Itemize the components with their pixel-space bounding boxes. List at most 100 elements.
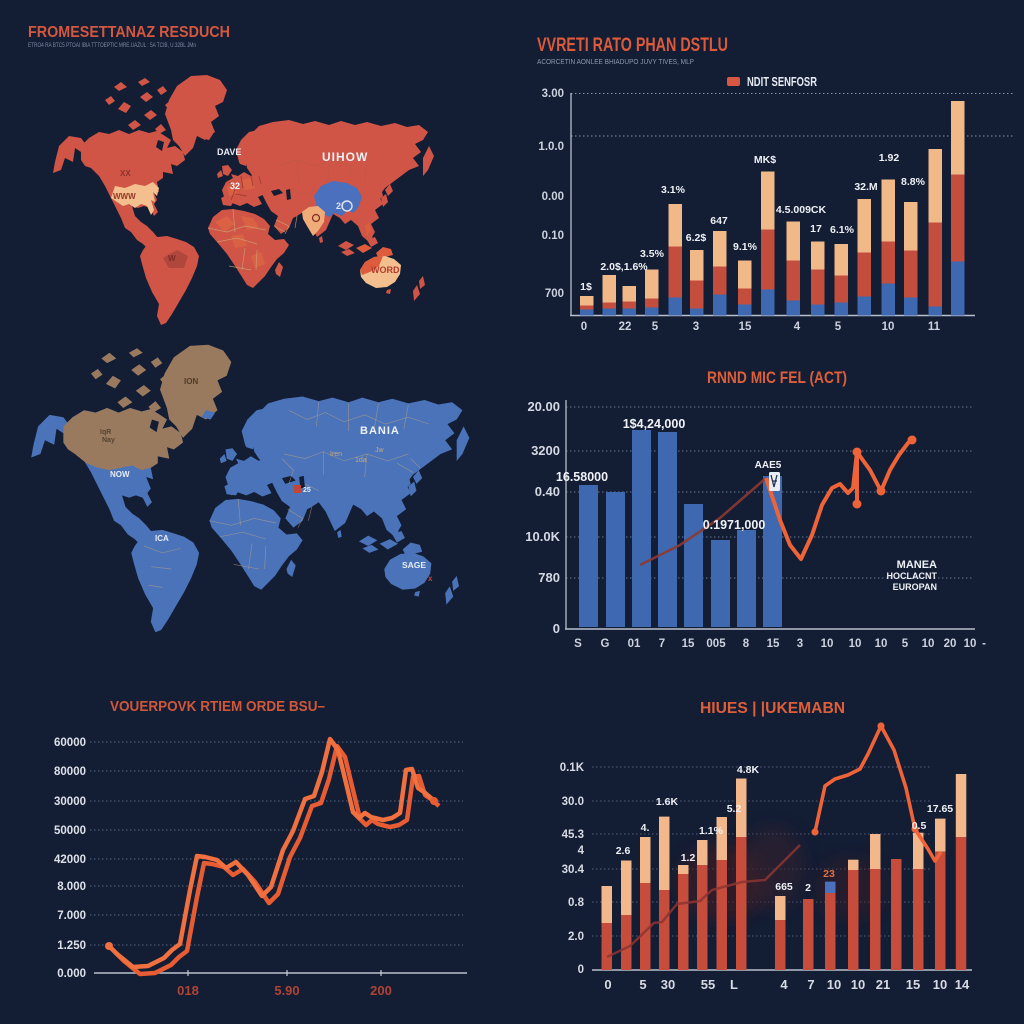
svg-text:4: 4 (578, 845, 585, 857)
svg-text:6.1%: 6.1% (830, 224, 855, 236)
svg-text:2.6: 2.6 (616, 845, 631, 857)
svg-text:10: 10 (827, 977, 841, 992)
svg-text:FROMESETTANAZ RESDUCH: FROMESETTANAZ RESDUCH (28, 24, 230, 41)
svg-text:10: 10 (882, 321, 895, 333)
svg-text:4: 4 (794, 321, 801, 333)
svg-text:ETRO4 RA BTC5 PTOAI IBIA TTTOE: ETRO4 RA BTC5 PTOAI IBIA TTTOEPTIC MRE.U… (28, 42, 196, 49)
svg-text:15: 15 (906, 977, 920, 992)
svg-text:0.1K: 0.1K (560, 762, 585, 774)
svg-text:0: 0 (553, 621, 560, 636)
svg-text:4: 4 (780, 977, 788, 992)
svg-text:5: 5 (652, 321, 659, 333)
svg-text:1.0.0: 1.0.0 (538, 141, 564, 153)
svg-text:5: 5 (835, 321, 842, 333)
svg-text:RNND MIC FEL (ACT): RNND MIC FEL (ACT) (707, 368, 847, 387)
svg-text:G: G (601, 638, 610, 650)
svg-text:WORD: WORD (371, 265, 400, 275)
svg-text:17: 17 (810, 223, 822, 235)
svg-text:30000: 30000 (54, 796, 86, 808)
svg-text:1.2: 1.2 (681, 852, 696, 864)
svg-text:15: 15 (682, 638, 695, 650)
svg-text:8.000: 8.000 (57, 881, 86, 893)
svg-text:5: 5 (902, 638, 909, 650)
svg-text:2.0: 2.0 (568, 931, 584, 943)
svg-text:10: 10 (821, 638, 834, 650)
svg-text:8.8%: 8.8% (901, 176, 926, 188)
svg-text:8: 8 (743, 638, 750, 650)
svg-text:1.92: 1.92 (879, 152, 900, 164)
svg-text:Jw: Jw (375, 447, 385, 454)
svg-text:2.0$,1.6%: 2.0$,1.6% (600, 261, 648, 273)
svg-text:0.00: 0.00 (542, 191, 564, 203)
svg-text:700: 700 (545, 288, 564, 300)
svg-text:4.: 4. (641, 822, 650, 834)
svg-text:10: 10 (875, 638, 888, 650)
svg-text:0.1971,000: 0.1971,000 (703, 518, 766, 532)
svg-text:Iren: Iren (330, 451, 342, 458)
svg-text:665: 665 (775, 881, 793, 893)
svg-text:NOW: NOW (110, 470, 130, 479)
svg-text:L: L (730, 977, 738, 992)
svg-text:10: 10 (922, 638, 935, 650)
svg-text:5: 5 (639, 977, 646, 992)
svg-text:42000: 42000 (54, 854, 86, 866)
svg-text:NDIT SENFOSR: NDIT SENFOSR (747, 75, 817, 89)
svg-text:3: 3 (693, 321, 699, 333)
svg-text:S: S (574, 638, 582, 650)
svg-text:0.10: 0.10 (542, 230, 564, 242)
svg-text:WWW: WWW (113, 192, 136, 201)
svg-text:2: 2 (805, 882, 811, 894)
svg-text:1da: 1da (355, 457, 367, 464)
svg-text:7: 7 (807, 977, 814, 992)
svg-text:10.0K: 10.0K (525, 529, 560, 544)
svg-text:2!: 2! (336, 201, 344, 211)
svg-text:SAGE: SAGE (402, 560, 426, 570)
svg-text:1$4,24,000: 1$4,24,000 (623, 417, 686, 431)
svg-text:01: 01 (628, 638, 641, 650)
svg-text:30.4: 30.4 (562, 864, 585, 876)
svg-text:0.40: 0.40 (535, 484, 560, 499)
svg-text:4.5.009CK: 4.5.009CK (776, 204, 827, 216)
svg-text:647: 647 (710, 215, 728, 227)
svg-text:3: 3 (797, 638, 803, 650)
svg-text:1.250: 1.250 (57, 940, 86, 952)
svg-text:0.8: 0.8 (568, 897, 585, 909)
svg-text:ION: ION (184, 377, 198, 386)
svg-text:6.2$: 6.2$ (686, 232, 707, 244)
svg-text:UIHOW: UIHOW (322, 150, 368, 164)
svg-text:200: 200 (370, 983, 392, 998)
svg-text:11: 11 (928, 321, 941, 333)
svg-text:005: 005 (706, 638, 726, 650)
svg-text:15: 15 (767, 638, 780, 650)
svg-text:50000: 50000 (54, 825, 86, 837)
svg-text:0.5: 0.5 (912, 820, 927, 832)
svg-text:ICA: ICA (155, 534, 169, 543)
svg-text:30: 30 (661, 977, 675, 992)
svg-text:780: 780 (538, 570, 560, 585)
svg-text:10: 10 (851, 977, 865, 992)
svg-text:W: W (168, 254, 176, 263)
svg-text:21: 21 (876, 977, 890, 992)
svg-text:Nay: Nay (102, 437, 115, 444)
svg-text:BANIA: BANIA (360, 425, 400, 437)
svg-text:9.1%: 9.1% (733, 241, 758, 253)
svg-text:10: 10 (964, 638, 977, 650)
svg-text:4.8K: 4.8K (737, 764, 760, 776)
svg-text:5.90: 5.90 (274, 983, 299, 998)
svg-text:EUROPAN: EUROPAN (893, 582, 937, 592)
svg-text:32.M: 32.M (854, 181, 878, 193)
svg-text:22: 22 (619, 321, 632, 333)
svg-text:x: x (428, 574, 433, 583)
svg-text:3.5%: 3.5% (640, 248, 665, 260)
svg-text:0: 0 (604, 977, 611, 992)
svg-text:14: 14 (955, 977, 970, 992)
svg-text:32: 32 (230, 181, 240, 191)
svg-text:HOCLACNT: HOCLACNT (887, 571, 938, 581)
svg-text:7.000: 7.000 (57, 910, 86, 922)
svg-text:20: 20 (944, 638, 957, 650)
svg-text:1.6K: 1.6K (656, 796, 679, 808)
svg-text:0: 0 (581, 321, 587, 333)
svg-text:AAE5: AAE5 (755, 460, 782, 471)
svg-text:3.1%: 3.1% (661, 184, 686, 196)
svg-text:30.0: 30.0 (562, 796, 584, 808)
